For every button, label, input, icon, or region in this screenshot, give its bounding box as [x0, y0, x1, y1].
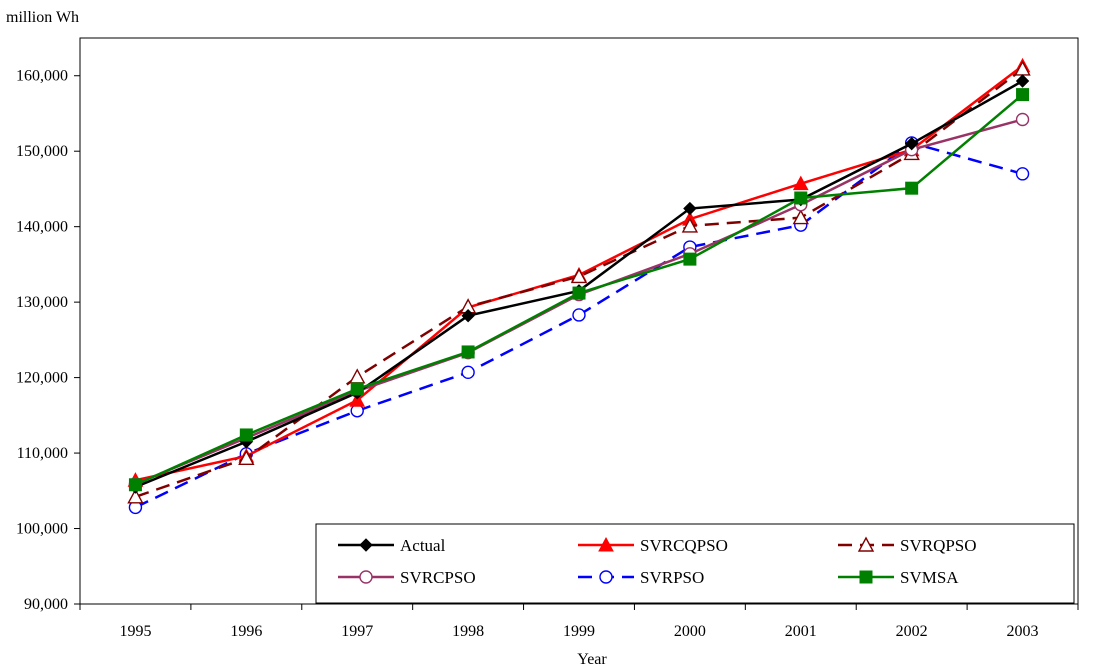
data-point — [1015, 74, 1030, 88]
data-point — [681, 217, 699, 233]
data-point — [572, 308, 586, 322]
series-svrqpso — [127, 60, 1031, 504]
data-point — [461, 309, 475, 323]
x-tick-label: 1999 — [563, 623, 595, 640]
data-point — [461, 345, 475, 359]
x-axis: 1995 1996 1997 1998 1999 2000 2001 2002 2003 — [79, 604, 1079, 640]
x-tick-label: 2001 — [785, 623, 817, 640]
x-tick-label: 1995 — [119, 623, 151, 640]
data-point — [792, 209, 809, 225]
legend-item: SVRCPSO — [338, 568, 476, 587]
y-tick-label: 100,000 — [16, 521, 68, 538]
data-point — [1016, 88, 1030, 102]
x-tick-label: 1996 — [230, 623, 262, 640]
x-tick-label: 2003 — [1007, 623, 1039, 640]
data-point — [792, 175, 809, 191]
legend-label: SVRPSO — [640, 568, 704, 587]
legend-item: Actual — [338, 536, 446, 555]
data-point — [599, 570, 613, 584]
series-line — [135, 67, 1024, 499]
data-point — [461, 365, 475, 380]
data-point — [1015, 112, 1030, 127]
series-svrpso — [128, 136, 1030, 515]
data-point — [349, 368, 366, 384]
legend-item: SVRPSO — [578, 568, 704, 587]
x-tick-label: 2000 — [674, 623, 706, 640]
data-point — [359, 538, 373, 552]
data-point — [857, 536, 875, 552]
plot-area — [79, 37, 1079, 605]
series-layer — [127, 57, 1031, 515]
legend-item: SVMSA — [838, 568, 959, 587]
legend-label: SVRCPSO — [400, 568, 476, 587]
data-point — [570, 267, 588, 284]
data-point — [572, 286, 586, 300]
y-tick-label: 150,000 — [16, 143, 68, 160]
data-point — [794, 191, 808, 205]
series-line — [134, 141, 1023, 509]
y-tick-label: 140,000 — [16, 219, 68, 236]
y-tick-label: 90,000 — [24, 596, 68, 613]
x-tick-label: 1997 — [341, 623, 373, 640]
data-point — [128, 478, 142, 492]
legend-box — [315, 523, 1075, 604]
x-tick-label: 2002 — [896, 623, 928, 640]
legend-label: SVRCQPSO — [640, 536, 728, 555]
x-axis-title: Year — [577, 651, 607, 668]
data-point — [349, 392, 366, 407]
y-tick-label: 160,000 — [16, 68, 68, 85]
data-point — [1015, 167, 1030, 181]
legend-label: SVMSA — [900, 568, 959, 587]
data-point — [904, 136, 919, 151]
data-point — [127, 488, 144, 504]
data-point — [683, 252, 697, 266]
legend-item: SVRQPSO — [838, 536, 977, 555]
series-svmsa — [128, 88, 1030, 492]
data-point — [598, 536, 614, 552]
data-point — [238, 449, 255, 466]
data-point — [859, 570, 873, 584]
legend-label: Actual — [400, 536, 446, 555]
y-tick-label: 110,000 — [17, 445, 68, 462]
y-axis-unit-label: million Wh — [6, 9, 79, 26]
y-tick-label: 130,000 — [16, 294, 68, 311]
y-tick-label: 120,000 — [16, 370, 68, 387]
data-point — [359, 570, 373, 584]
legend-item: SVRCQPSO — [578, 536, 728, 555]
x-tick-label: 1998 — [452, 623, 484, 640]
series-line — [134, 118, 1023, 486]
data-point — [350, 382, 364, 396]
y-axis: 90,000 100,000 110,000 120,000 130,000 140,00… — [16, 68, 80, 613]
data-point — [683, 201, 697, 216]
data-point — [905, 181, 919, 195]
data-point — [239, 428, 253, 442]
legend-label: SVRQPSO — [900, 536, 977, 555]
legend: Actual SVRCQPSO SVRQPSO SVRCPSO SVRPSO SVMSA — [315, 523, 1075, 604]
